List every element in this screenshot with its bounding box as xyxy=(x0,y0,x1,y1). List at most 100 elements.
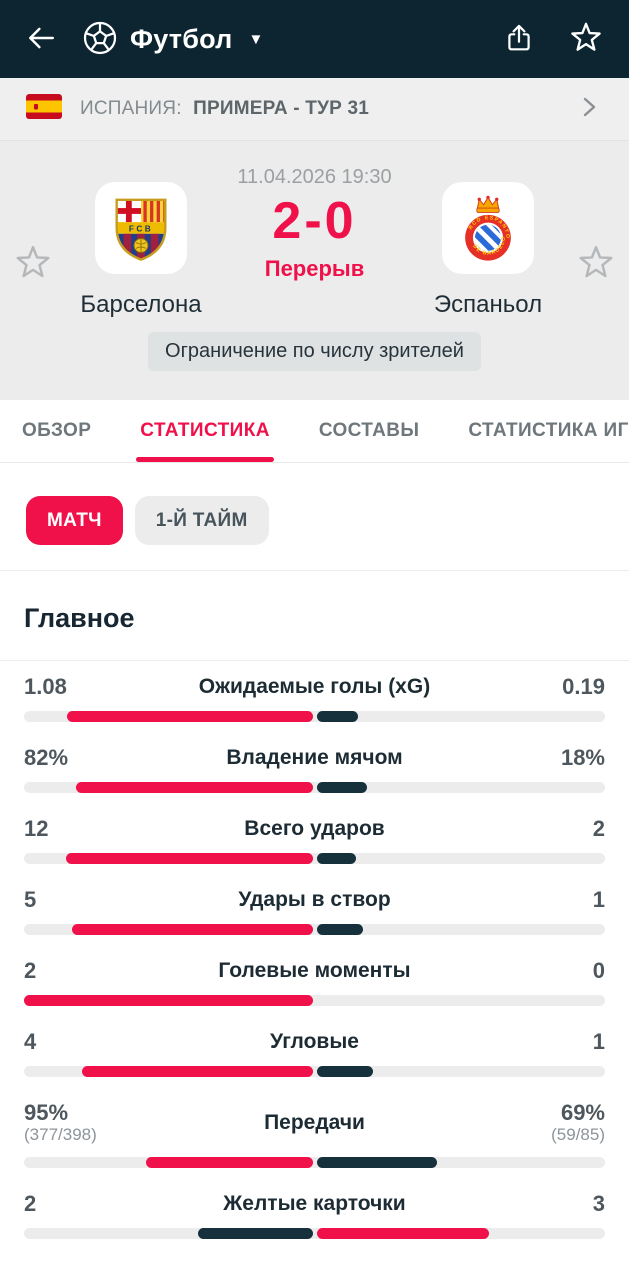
away-team-name: Эспаньол xyxy=(433,291,543,318)
away-team-logo: RCD ESPANYOL DE BARCELONA xyxy=(442,182,534,274)
tab[interactable]: СТАТИСТИКА xyxy=(136,400,274,462)
star-icon xyxy=(577,244,615,285)
football-icon xyxy=(82,20,118,59)
home-stat-value: 82% xyxy=(24,745,69,770)
home-stat-bar xyxy=(72,924,313,935)
stat-label: Всего ударов xyxy=(244,817,385,840)
home-stat-value: 4 xyxy=(24,1029,37,1054)
away-stat-bar xyxy=(316,924,363,935)
away-stat-bar xyxy=(316,711,358,722)
stat-label: Желтые карточки xyxy=(223,1192,406,1215)
home-team[interactable]: FCB Барселона xyxy=(66,165,216,319)
stat-row: 4 Угловые 1 xyxy=(24,1018,605,1089)
star-icon xyxy=(14,244,52,285)
away-stat-bar xyxy=(316,1228,489,1239)
stat-row: 2 Желтые карточки 3 xyxy=(24,1180,605,1251)
stat-row: 1.08 Ожидаемые голы (xG) 0.19 xyxy=(24,663,605,734)
home-stat-bar xyxy=(198,1228,313,1239)
stat-row: 82% Владение мячом 18% xyxy=(24,734,605,805)
away-stat-value: 69% xyxy=(560,1100,605,1125)
home-stat-value: 5 xyxy=(24,887,37,912)
divider xyxy=(0,570,629,571)
away-stat: 0 xyxy=(493,959,605,983)
home-stat-bar xyxy=(76,782,313,793)
home-stat-value: 2 xyxy=(24,1191,37,1216)
league-competition: ПРИМЕРА - ТУР 31 xyxy=(193,98,369,119)
star-icon xyxy=(569,21,603,58)
tab[interactable]: ОБЗОР xyxy=(22,420,92,441)
spain-flag-icon xyxy=(26,94,62,124)
stat-label: Угловые xyxy=(270,1030,359,1053)
tab[interactable]: СОСТАВЫ xyxy=(318,420,420,441)
stat-bar-track xyxy=(24,1228,605,1239)
away-stat-bar xyxy=(316,1157,437,1168)
stat-row: 2 Голевые моменты 0 xyxy=(24,947,605,1018)
away-stat-value: 1 xyxy=(592,887,605,912)
away-stat: 1 xyxy=(493,1030,605,1054)
chevron-down-icon: ▼ xyxy=(248,30,264,48)
away-stat: 2 xyxy=(493,817,605,841)
back-button[interactable] xyxy=(26,23,56,56)
league-title: ИСПАНИЯ: ПРИМЕРА - ТУР 31 xyxy=(80,98,575,120)
league-bar[interactable]: ИСПАНИЯ: ПРИМЕРА - ТУР 31 xyxy=(0,78,629,141)
home-team-name: Барселона xyxy=(80,291,202,318)
away-stat-value: 3 xyxy=(592,1191,605,1216)
divider xyxy=(0,660,629,661)
favorite-away-team-button[interactable] xyxy=(577,209,615,319)
home-stat: 95% (377/398) xyxy=(24,1101,136,1145)
favorite-button[interactable] xyxy=(569,21,603,58)
away-stat-value: 18% xyxy=(560,745,605,770)
stat-bar-track xyxy=(24,782,605,793)
filter-chips: МАТЧ 1-Й ТАЙМ xyxy=(0,463,629,545)
stat-label: Удары в створ xyxy=(238,888,391,911)
away-stat-value: 0.19 xyxy=(562,674,605,699)
match-header: FCB Барселона 11.04.2026 19:30 xyxy=(0,141,629,400)
tab[interactable]: СТАТИСТИКА ИГРОК xyxy=(468,420,629,441)
away-stat-value: 2 xyxy=(592,816,605,841)
home-stat-value: 95% xyxy=(24,1100,69,1125)
home-stat: 2 xyxy=(24,959,136,983)
home-stat: 2 xyxy=(24,1192,136,1216)
home-stat-bar xyxy=(146,1157,313,1168)
stat-row: 5 Удары в створ 1 xyxy=(24,876,605,947)
stats-list: 1.08 Ожидаемые голы (xG) 0.19 82% Владение м… xyxy=(0,661,629,1251)
away-stat-value: 1 xyxy=(592,1029,605,1054)
stat-label: Передачи xyxy=(264,1111,365,1134)
home-stat-value: 2 xyxy=(24,958,37,983)
stat-bar-track xyxy=(24,711,605,722)
home-team-logo: FCB xyxy=(95,182,187,274)
filter-chip[interactable]: 1-Й ТАЙМ xyxy=(134,496,269,545)
match-score: 2-0 xyxy=(272,192,357,250)
topbar: Футбол ▼ xyxy=(0,0,629,78)
favorite-home-team-button[interactable] xyxy=(14,209,52,319)
score-block: 11.04.2026 19:30 2-0 Перерыв xyxy=(216,165,413,319)
away-stat: 3 xyxy=(493,1192,605,1216)
stat-label: Владение мячом xyxy=(226,746,403,769)
stat-bar-track xyxy=(24,924,605,935)
sport-selector[interactable]: Футбол ▼ xyxy=(82,20,263,59)
filter-chip[interactable]: МАТЧ xyxy=(26,496,123,545)
match-datetime: 11.04.2026 19:30 xyxy=(237,166,392,188)
league-country: ИСПАНИЯ: xyxy=(80,98,182,119)
away-stat-detail: (59/85) xyxy=(551,1125,605,1144)
attendance-notice-badge: Ограничение по числу зрителей xyxy=(148,332,481,371)
stat-bar-track xyxy=(24,995,605,1006)
svg-text:FCB: FCB xyxy=(129,224,153,233)
away-stat-bar xyxy=(316,1066,373,1077)
home-stat: 4 xyxy=(24,1030,136,1054)
home-stat: 82% xyxy=(24,746,136,770)
stat-label: Голевые моменты xyxy=(218,959,411,982)
share-button[interactable] xyxy=(503,21,535,58)
away-team[interactable]: RCD ESPANYOL DE BARCELONA Эспаньол xyxy=(413,165,563,319)
home-stat: 1.08 xyxy=(24,675,136,699)
home-stat-detail: (377/398) xyxy=(24,1125,97,1144)
stat-label: Ожидаемые голы (xG) xyxy=(198,675,431,698)
stat-row: 12 Всего ударов 2 xyxy=(24,805,605,876)
section-title: Главное xyxy=(0,571,629,660)
home-stat-bar xyxy=(82,1066,313,1077)
away-stat: 18% xyxy=(493,746,605,770)
back-arrow-icon xyxy=(26,23,56,56)
match-status: Перерыв xyxy=(264,256,365,281)
home-stat-bar xyxy=(65,853,313,864)
